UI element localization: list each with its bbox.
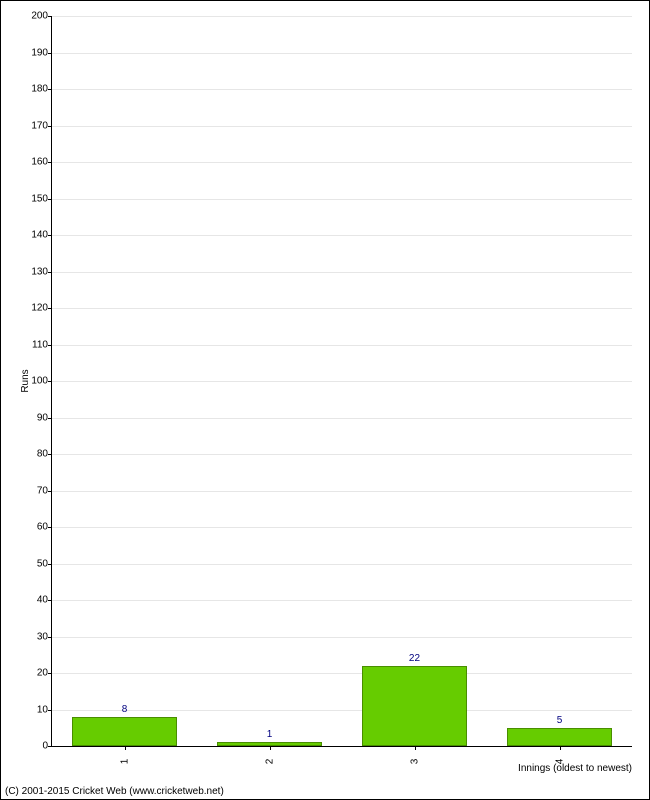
y-axis-label: Runs — [20, 369, 31, 392]
y-tick-mark — [48, 345, 52, 346]
y-tick-label: 130 — [31, 266, 48, 277]
x-tick-mark — [270, 746, 271, 750]
gridline — [52, 637, 632, 638]
gridline — [52, 235, 632, 236]
gridline — [52, 527, 632, 528]
gridline — [52, 673, 632, 674]
x-tick-label: 3 — [409, 759, 420, 765]
y-tick-label: 150 — [31, 193, 48, 204]
gridline — [52, 199, 632, 200]
chart-frame: Runs Innings (oldest to newest) 0 10 20 30 4… — [0, 0, 650, 800]
x-tick-label: 4 — [554, 759, 565, 765]
gridline — [52, 491, 632, 492]
y-tick-label: 170 — [31, 120, 48, 131]
bar: 5 — [507, 728, 611, 746]
gridline — [52, 564, 632, 565]
bar-value-label: 22 — [363, 653, 465, 664]
y-tick-label: 180 — [31, 84, 48, 95]
y-tick-mark — [48, 53, 52, 54]
plot-area: Runs Innings (oldest to newest) 01020304… — [51, 16, 632, 747]
gridline — [52, 162, 632, 163]
gridline — [52, 89, 632, 90]
y-tick-mark — [48, 710, 52, 711]
y-tick-mark — [48, 527, 52, 528]
y-tick-label: 110 — [32, 339, 48, 350]
gridline — [52, 53, 632, 54]
y-tick-label: 140 — [31, 230, 48, 241]
y-tick-mark — [48, 16, 52, 17]
y-tick-label: 90 — [37, 412, 48, 423]
x-tick-mark — [125, 746, 126, 750]
y-tick-mark — [48, 600, 52, 601]
y-tick-mark — [48, 308, 52, 309]
bar-value-label: 1 — [218, 729, 320, 740]
y-tick-label: 50 — [37, 558, 48, 569]
y-tick-label: 80 — [37, 449, 48, 460]
y-tick-mark — [48, 564, 52, 565]
copyright-text: (C) 2001-2015 Cricket Web (www.cricketwe… — [5, 786, 224, 797]
y-tick-label: 120 — [31, 303, 48, 314]
y-tick-label: 190 — [31, 47, 48, 58]
y-tick-mark — [48, 454, 52, 455]
gridline — [52, 272, 632, 273]
y-tick-label: 10 — [37, 704, 48, 715]
gridline — [52, 308, 632, 309]
bar: 22 — [362, 666, 466, 746]
x-tick-mark — [560, 746, 561, 750]
gridline — [52, 345, 632, 346]
gridline — [52, 600, 632, 601]
y-tick-label: 60 — [37, 522, 48, 533]
gridline — [52, 381, 632, 382]
y-tick-mark — [48, 162, 52, 163]
y-tick-mark — [48, 418, 52, 419]
y-tick-mark — [48, 746, 52, 747]
y-tick-mark — [48, 199, 52, 200]
bar: 8 — [72, 717, 176, 746]
x-tick-label: 1 — [119, 759, 130, 765]
y-tick-mark — [48, 126, 52, 127]
y-tick-mark — [48, 673, 52, 674]
y-tick-mark — [48, 89, 52, 90]
y-tick-label: 160 — [31, 157, 48, 168]
y-tick-mark — [48, 272, 52, 273]
x-axis-label: Innings (oldest to newest) — [518, 763, 632, 774]
y-tick-label: 30 — [37, 631, 48, 642]
gridline — [52, 16, 632, 17]
y-tick-label: 200 — [31, 11, 48, 22]
x-tick-mark — [415, 746, 416, 750]
y-tick-label: 100 — [31, 376, 48, 387]
y-tick-mark — [48, 235, 52, 236]
y-tick-mark — [48, 381, 52, 382]
y-tick-label: 20 — [37, 668, 48, 679]
x-tick-label: 2 — [264, 759, 275, 765]
y-tick-mark — [48, 491, 52, 492]
gridline — [52, 126, 632, 127]
gridline — [52, 418, 632, 419]
bar-value-label: 5 — [508, 715, 610, 726]
bar-value-label: 8 — [73, 704, 175, 715]
y-tick-label: 70 — [37, 485, 48, 496]
y-tick-mark — [48, 637, 52, 638]
y-tick-label: 40 — [37, 595, 48, 606]
gridline — [52, 454, 632, 455]
y-tick-label: 0 — [42, 741, 48, 752]
